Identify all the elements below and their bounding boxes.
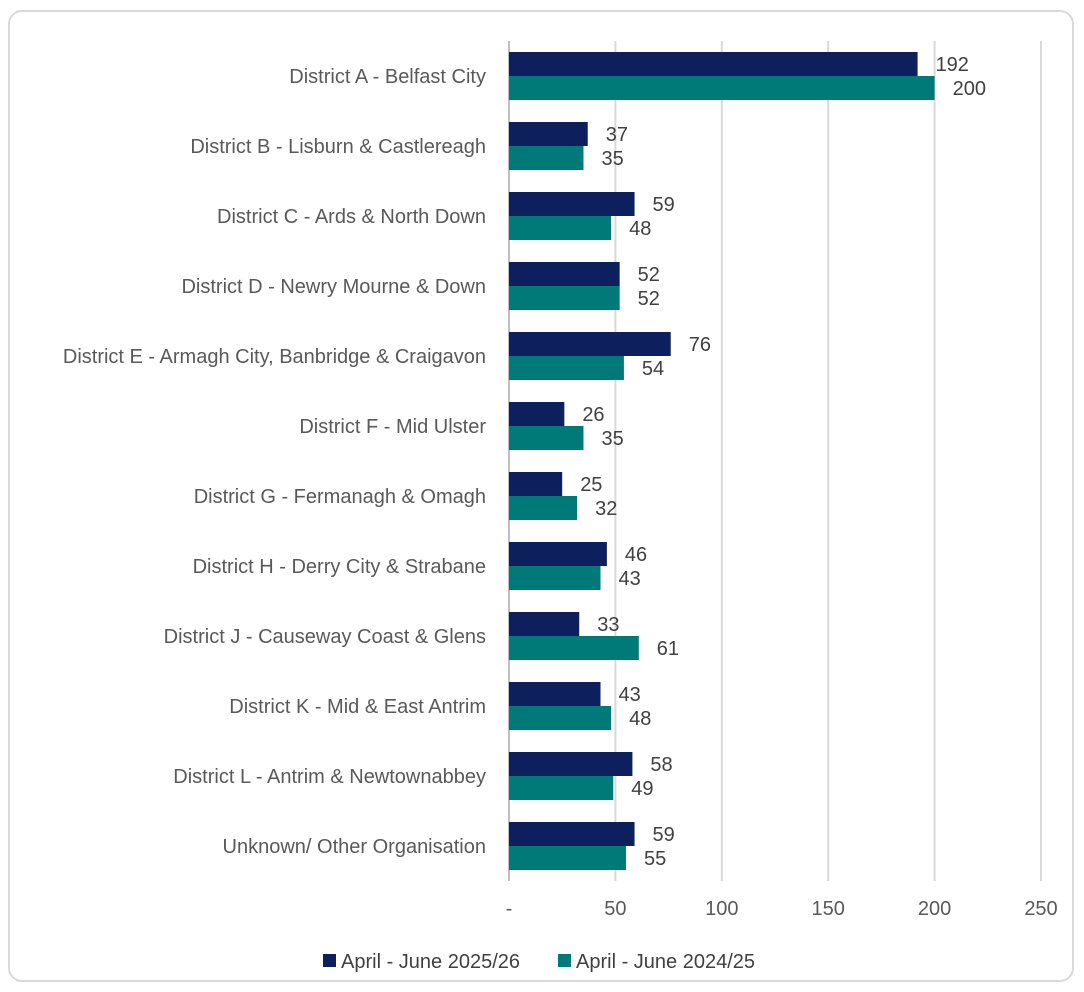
category-label: District D - Newry Mourne & Down [181,276,486,298]
legend-swatch [558,954,572,967]
data-label: 192 [936,54,969,76]
x-tick-label: 250 [1024,898,1057,920]
data-label: 58 [650,754,672,776]
x-tick-label: 150 [812,898,845,920]
bar [509,776,614,800]
data-label: 37 [606,124,628,146]
legend-label: April - June 2024/25 [576,951,755,973]
category-label: District J - Causeway Coast & Glens [164,626,486,648]
legend-swatch [323,954,336,967]
bar [509,286,620,310]
bar [509,566,601,590]
bar [509,752,633,776]
data-label: 43 [619,684,641,706]
data-label: 43 [619,568,641,590]
category-label: District F - Mid Ulster [299,416,486,438]
bar [509,472,563,496]
bar [509,332,671,356]
x-tick-label: 50 [604,898,626,920]
category-label: District H - Derry City & Strabane [193,556,486,578]
data-label: 33 [597,614,619,636]
x-tick-label: 200 [918,898,951,920]
category-label: District G - Fermanagh & Omagh [194,486,486,508]
category-label: District C - Ards & North Down [217,206,486,228]
data-label: 61 [657,638,679,660]
bar [509,192,635,216]
category-label: District E - Armagh City, Banbridge & Cr… [63,346,486,368]
data-label: 48 [629,708,651,730]
bar [509,496,578,520]
data-label: 59 [653,824,675,846]
data-label: 48 [629,218,651,240]
bar [509,52,918,76]
data-label: 54 [642,358,664,380]
x-tick-label: - [506,898,513,920]
bar [509,356,624,380]
data-label: 59 [653,194,675,216]
x-tick-label: 100 [705,898,738,920]
category-label: District A - Belfast City [289,66,486,88]
bar [509,636,639,660]
data-label: 35 [601,428,623,450]
legend-label: April - June 2025/26 [341,951,520,973]
data-label: 26 [582,404,604,426]
bar [509,402,565,426]
data-label: 200 [953,78,986,100]
data-label: 35 [601,148,623,170]
bar [509,612,580,636]
data-label: 52 [638,288,660,310]
bar [509,216,612,240]
category-label: District K - Mid & East Antrim [229,696,486,718]
data-label: 49 [631,778,653,800]
data-label: 46 [625,544,647,566]
bar [509,262,620,286]
data-label: 55 [644,848,666,870]
data-label: 25 [580,474,602,496]
data-label: 76 [689,334,711,356]
bar [509,542,607,566]
bar [509,822,635,846]
bar [509,846,627,870]
bar [509,122,588,146]
bar [509,146,584,170]
category-label: District L - Antrim & Newtownabbey [173,766,486,788]
data-label: 52 [638,264,660,286]
bar [509,706,612,730]
category-label: Unknown/ Other Organisation [223,836,486,858]
category-label: District B - Lisburn & Castlereagh [190,136,486,158]
bar [509,682,601,706]
bar [509,426,584,450]
bar [509,76,935,100]
data-label: 32 [595,498,617,520]
